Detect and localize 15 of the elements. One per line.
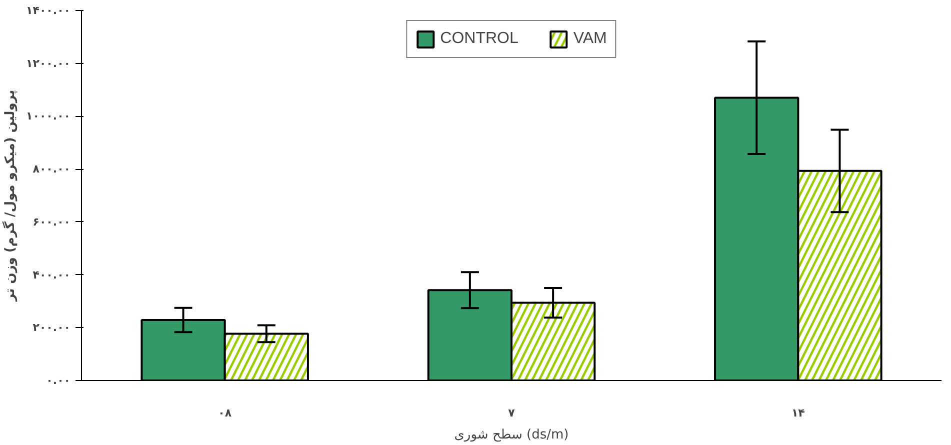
- y-tick-label: ۶۰۰.۰۰: [32, 215, 70, 228]
- legend-label: VAM: [573, 30, 607, 48]
- x-tick-label: ۱۴: [791, 406, 806, 420]
- y-tick-label: ۲۰۰.۰۰: [32, 321, 70, 334]
- y-axis-title: پرولین (میکرو مول/ گرم) وزن تر: [2, 90, 18, 302]
- x-tick-label: ۰۸: [218, 406, 232, 420]
- y-tick-label: ۱۴۰۰.۰۰: [26, 4, 71, 17]
- y-tick-label: ۱۲۰۰.۰۰: [26, 56, 71, 70]
- x-axis-title: سطح شوری (ds/m): [454, 428, 569, 442]
- legend-label: CONTROL: [440, 30, 518, 48]
- y-tick-label: ۸۰۰.۰۰: [32, 162, 70, 176]
- y-tick-label: ۴۰۰.۰۰: [32, 268, 70, 282]
- y-tick-label: ۱۰۰۰.۰۰: [26, 110, 71, 123]
- y-tick-label: ۰.۰۰: [46, 374, 71, 387]
- x-tick-label: ۷: [508, 406, 516, 420]
